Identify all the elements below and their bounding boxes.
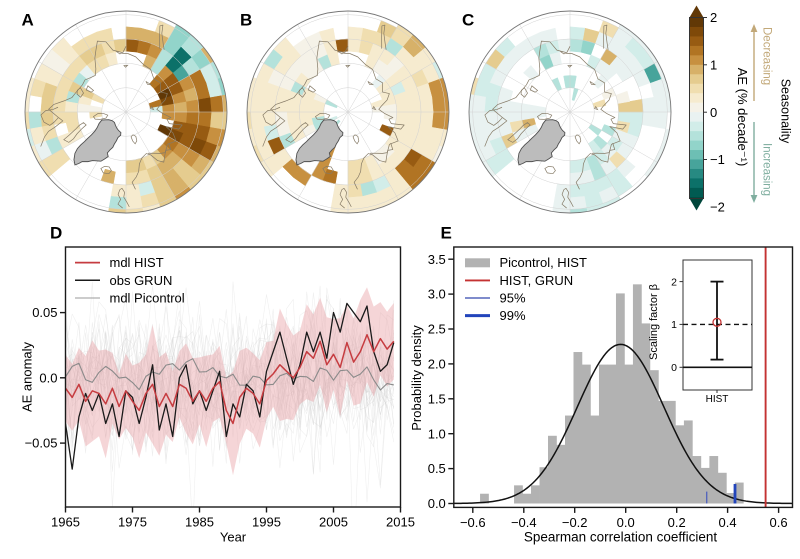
svg-text:2.0: 2.0 [428, 357, 446, 372]
svg-text:2: 2 [671, 276, 677, 288]
svg-text:−0.05: −0.05 [25, 436, 58, 451]
svg-text:−0.2: −0.2 [562, 515, 588, 530]
svg-text:1985: 1985 [185, 515, 214, 530]
svg-text:2005: 2005 [319, 515, 348, 530]
svg-text:3.0: 3.0 [428, 287, 446, 302]
svg-text:Spearman correlation coefficie: Spearman correlation coefficient [524, 530, 718, 545]
svg-text:0: 0 [671, 362, 677, 374]
svg-text:mdl HIST: mdl HIST [110, 255, 164, 270]
svg-text:−0.6: −0.6 [460, 515, 486, 530]
svg-text:AE (% decade⁻¹): AE (% decade⁻¹) [735, 68, 750, 167]
svg-text:−0.4: −0.4 [511, 515, 537, 530]
svg-text:2015: 2015 [386, 515, 415, 530]
svg-text:Probability density: Probability density [409, 325, 424, 431]
svg-text:Seasonality: Seasonality [779, 79, 793, 144]
svg-text:C: C [462, 11, 474, 30]
svg-text:0.05: 0.05 [32, 305, 57, 320]
svg-text:mdl Picontrol: mdl Picontrol [110, 291, 185, 306]
svg-text:0.2: 0.2 [668, 515, 686, 530]
svg-text:1975: 1975 [118, 515, 147, 530]
svg-text:0.4: 0.4 [719, 515, 737, 530]
svg-text:E: E [441, 224, 452, 243]
svg-text:A: A [22, 11, 34, 30]
svg-text:1995: 1995 [252, 515, 281, 530]
svg-text:HIST: HIST [706, 394, 729, 405]
svg-text:2.5: 2.5 [428, 322, 446, 337]
svg-text:Increasing: Increasing [761, 143, 773, 196]
svg-text:0.5: 0.5 [428, 461, 446, 476]
svg-text:−1: −1 [710, 152, 725, 167]
svg-text:B: B [240, 11, 252, 30]
svg-text:AE anomaly: AE anomaly [20, 341, 35, 412]
svg-text:−2: −2 [710, 200, 725, 215]
svg-text:99%: 99% [500, 308, 526, 323]
svg-text:0: 0 [710, 105, 717, 120]
svg-text:1: 1 [710, 58, 717, 73]
svg-text:obs GRUN: obs GRUN [110, 273, 173, 288]
svg-text:0.6: 0.6 [770, 515, 788, 530]
svg-text:HIST, GRUN: HIST, GRUN [500, 273, 574, 288]
svg-text:0.0: 0.0 [39, 370, 57, 385]
svg-text:D: D [50, 224, 62, 243]
svg-text:1965: 1965 [51, 515, 80, 530]
svg-text:Scaling factor β: Scaling factor β [648, 284, 660, 360]
svg-text:3.5: 3.5 [428, 252, 446, 267]
svg-text:1.5: 1.5 [428, 391, 446, 406]
svg-text:2: 2 [710, 10, 717, 25]
svg-text:1.0: 1.0 [428, 426, 446, 441]
svg-text:1: 1 [671, 319, 677, 331]
svg-text:0.0: 0.0 [428, 496, 446, 511]
svg-text:Picontrol, HIST: Picontrol, HIST [500, 255, 587, 270]
svg-text:Year: Year [220, 530, 247, 545]
svg-text:0.0: 0.0 [617, 515, 635, 530]
svg-text:Decreasing: Decreasing [761, 27, 773, 85]
svg-text:95%: 95% [500, 291, 526, 306]
